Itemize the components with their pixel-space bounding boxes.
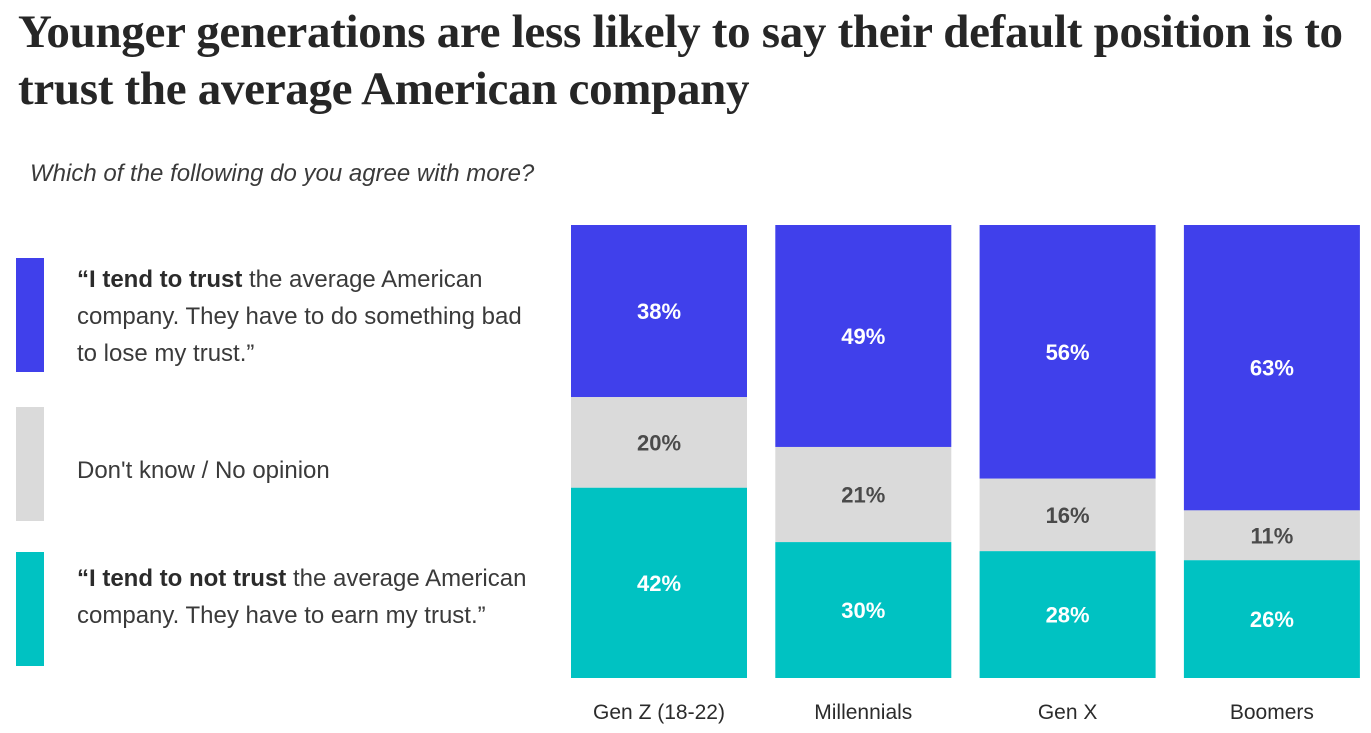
bar-gen-z-18-22-don-t-know-no-opinion [571, 397, 747, 488]
bar-boomers-i-tend-to-not-trust [1183, 560, 1360, 678]
legend-swatch-not-trust [16, 552, 44, 666]
bar-boomers-i-tend-to-trust [1183, 225, 1360, 511]
x-tick-label-gen-z-18-22: Gen Z (18-22) [593, 701, 725, 724]
data-label-boomers-i-tend-to-trust: 63% [1250, 356, 1294, 381]
data-label-gen-z-18-22-i-tend-to-trust: 38% [637, 299, 681, 324]
x-tick-label-boomers: Boomers [1230, 701, 1314, 724]
legend-label-trust-bold: “I tend to trust [77, 266, 243, 293]
bar-boomers-don-t-know-no-opinion [1183, 510, 1360, 561]
legend-label-not-trust: “I tend to not trust the average America… [77, 560, 547, 634]
data-label-boomers-don-t-know-no-opinion: 11% [1250, 523, 1293, 548]
chart-subtitle: Which of the following do you agree with… [30, 160, 535, 187]
legend-swatch-trust [16, 258, 44, 372]
bar-millennials-i-tend-to-not-trust [775, 542, 952, 678]
data-label-millennials-i-tend-to-not-trust: 30% [841, 598, 885, 623]
legend-swatch-dont-know [16, 407, 44, 521]
x-tick-label-gen-x: Gen X [1038, 701, 1098, 724]
data-label-gen-x-don-t-know-no-opinion: 16% [1046, 503, 1090, 528]
bar-gen-x-don-t-know-no-opinion [979, 478, 1156, 552]
x-tick-label-millennials: Millennials [814, 701, 912, 724]
legend-label-trust-rest: the average American company. They have … [77, 266, 522, 367]
bar-gen-x-i-tend-to-not-trust [979, 551, 1156, 678]
bar-millennials-don-t-know-no-opinion [775, 446, 952, 543]
legend-label-dont-know-rest: Don't know / No opinion [77, 457, 330, 484]
data-label-millennials-i-tend-to-trust: 49% [841, 324, 885, 349]
bar-gen-z-18-22-i-tend-to-not-trust [571, 487, 747, 678]
chart-title: Younger generations are less likely to s… [18, 6, 1343, 115]
data-label-gen-z-18-22-i-tend-to-not-trust: 42% [637, 571, 681, 596]
bar-gen-z-18-22-i-tend-to-trust [571, 225, 747, 398]
legend-label-not-trust-bold: “I tend to not trust [77, 565, 287, 592]
bar-millennials-i-tend-to-trust [775, 225, 952, 447]
data-label-boomers-i-tend-to-not-trust: 26% [1250, 607, 1294, 632]
legend-label-not-trust-rest: the average American company. They have … [77, 565, 527, 629]
data-label-gen-x-i-tend-to-trust: 56% [1046, 340, 1090, 365]
data-label-gen-z-18-22-don-t-know-no-opinion: 20% [637, 430, 681, 455]
data-label-millennials-don-t-know-no-opinion: 21% [841, 483, 885, 508]
bar-gen-x-i-tend-to-trust [979, 225, 1156, 479]
legend-label-dont-know: Don't know / No opinion [77, 452, 547, 489]
data-label-gen-x-i-tend-to-not-trust: 28% [1046, 603, 1090, 628]
legend-label-trust: “I tend to trust the average American co… [77, 261, 547, 372]
